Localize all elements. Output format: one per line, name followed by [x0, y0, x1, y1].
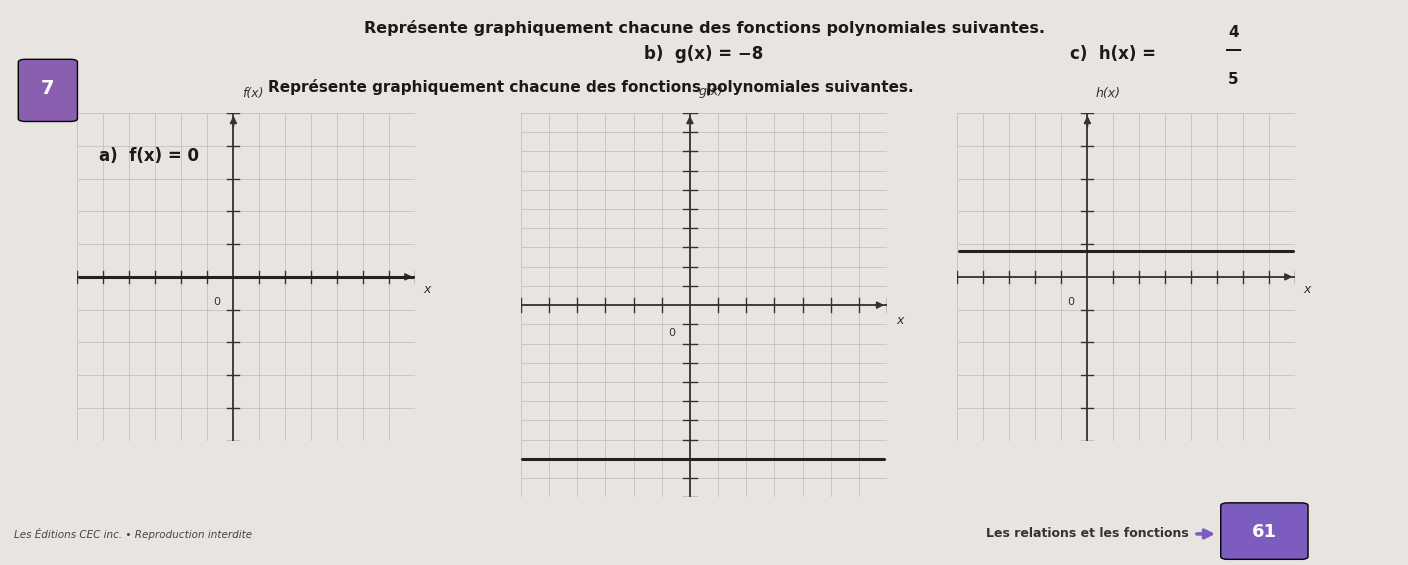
Text: 0: 0 — [669, 328, 676, 338]
FancyBboxPatch shape — [18, 59, 77, 121]
Text: h(x): h(x) — [1095, 87, 1121, 100]
Text: 7: 7 — [41, 79, 55, 98]
Text: Représente graphiquement chacune des fonctions polynomiales suivantes.: Représente graphiquement chacune des fon… — [268, 79, 914, 95]
Text: g(x): g(x) — [700, 85, 724, 98]
Text: Les Éditions CEC inc. • Reproduction interdite: Les Éditions CEC inc. • Reproduction int… — [14, 528, 252, 540]
Text: 5: 5 — [1228, 72, 1239, 88]
Text: b)  g(x) = −8: b) g(x) = −8 — [645, 45, 763, 63]
Text: 61: 61 — [1252, 523, 1277, 541]
Text: x: x — [1304, 284, 1311, 297]
Text: 4: 4 — [1228, 25, 1239, 41]
Text: ―: ― — [1226, 42, 1240, 56]
Text: 0: 0 — [1067, 297, 1074, 306]
Text: f(x): f(x) — [242, 87, 263, 100]
Text: Les relations et les fonctions: Les relations et les fonctions — [986, 527, 1188, 541]
Text: x: x — [424, 284, 431, 297]
Text: 0: 0 — [213, 297, 220, 306]
Text: c)  h(x) =: c) h(x) = — [1070, 45, 1162, 63]
FancyBboxPatch shape — [1221, 503, 1308, 559]
Text: x: x — [897, 314, 904, 327]
Text: Représente graphiquement chacune des fonctions polynomiales suivantes.: Représente graphiquement chacune des fon… — [363, 20, 1045, 36]
Text: a)  f(x) = 0: a) f(x) = 0 — [99, 147, 199, 165]
